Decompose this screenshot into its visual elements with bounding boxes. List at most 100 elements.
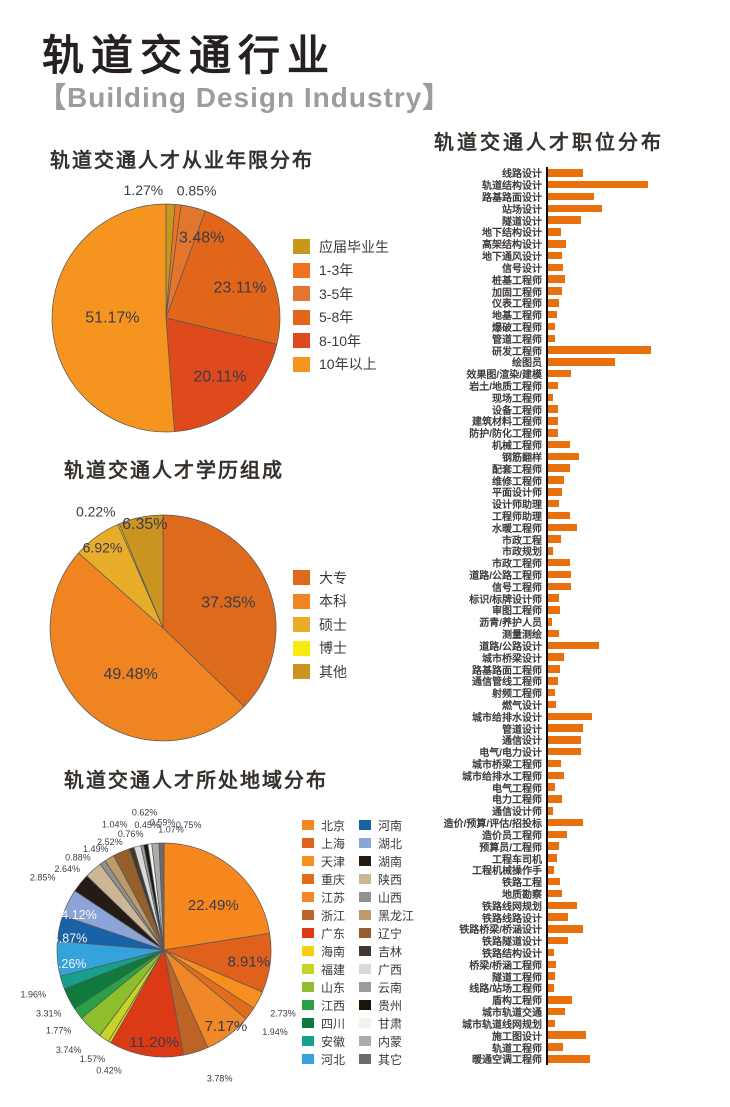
bar-track	[546, 911, 720, 923]
legend-label: 大专	[319, 569, 347, 586]
bar-track	[546, 627, 720, 640]
legend-item-重庆: 重庆	[302, 870, 345, 888]
bar-track	[546, 214, 720, 227]
bar-label: 防护/防化工程师	[469, 429, 542, 441]
pie-label-山西: 0.88%	[65, 853, 91, 863]
legend-item-5-8年: 5-8年	[293, 306, 389, 330]
bar-row: 电气工程师	[430, 781, 720, 795]
bar-track	[546, 698, 720, 711]
bar	[548, 334, 555, 343]
bar-row: 维修工程师	[430, 474, 720, 488]
legend-swatch	[302, 910, 314, 920]
bar-row: 测量测绘	[430, 627, 720, 642]
legend-item-博士: 博士	[293, 637, 347, 661]
pie-label-本科: 49.48%	[103, 666, 157, 683]
bar-track	[546, 663, 720, 675]
bar-row: 站场设计	[430, 202, 720, 216]
bar-label: 标识/标牌设计师	[469, 594, 542, 606]
bar-label: 加固工程师	[492, 287, 542, 299]
legend-item-辽宁: 辽宁	[359, 924, 414, 942]
legend-item-本科: 本科	[293, 590, 347, 614]
legend-swatch	[359, 856, 372, 866]
bar	[548, 996, 572, 1004]
bar-label: 隧道工程师	[492, 972, 542, 984]
bar-label: 工程车司机	[492, 854, 542, 866]
bar	[548, 747, 581, 756]
bar-label: 高架结构设计	[482, 240, 542, 252]
bar-label: 施工图设计	[492, 1031, 542, 1043]
pie-label-吉林: 0.76%	[118, 829, 144, 839]
bar	[548, 476, 564, 484]
bar-row: 信号设计	[430, 261, 720, 275]
pie-slice-广东	[110, 948, 185, 1058]
bar	[548, 240, 566, 248]
bar-label: 测量测绘	[502, 630, 542, 642]
legend-swatch	[302, 946, 314, 956]
legend-label: 山西	[378, 890, 403, 905]
bar-row: 城市轨道交通	[430, 1005, 720, 1019]
legend-swatch	[359, 892, 372, 902]
bar-label: 地质勘察	[502, 889, 542, 901]
bar-label: 暖通空调工程师	[472, 1055, 542, 1067]
bar-label: 市政工程师	[492, 559, 542, 571]
bar-label: 预算员/工程师	[479, 842, 542, 854]
bar	[548, 960, 556, 969]
bar	[548, 925, 583, 933]
legend-label: 上海	[321, 836, 346, 851]
bar-row: 信号工程师	[430, 580, 720, 594]
bar	[548, 393, 553, 402]
legend-item-四川: 四川	[302, 1014, 345, 1032]
legend-swatch	[359, 982, 372, 992]
legend-item-10年以上: 10年以上	[293, 353, 389, 377]
bar-row: 设备工程师	[430, 403, 720, 417]
bar-track	[546, 639, 720, 652]
bar-label: 信号工程师	[492, 582, 542, 594]
legend-item-福建: 福建	[302, 960, 345, 978]
region-legend: 北京 上海 天津 重庆 江苏 浙江 广东 海南 福建 山东 江西 四川 安徽 河北 河南 湖北 湖南 陕西 山西 黑龙…	[302, 816, 414, 1068]
legend-swatch	[293, 356, 310, 372]
education-chart-title: 轨道交通人才学历组成	[64, 460, 284, 482]
bar-row: 铁路工程	[430, 875, 720, 889]
bar-label: 市政工程	[502, 535, 542, 547]
bar-row: 铁路结构设计	[430, 946, 720, 960]
bar-track	[546, 485, 720, 498]
bar-track	[546, 734, 720, 746]
bar-row: 工程师助理	[430, 509, 720, 523]
legend-label: 湖南	[378, 854, 403, 869]
bar-track	[546, 828, 720, 841]
legend-swatch	[302, 1054, 314, 1064]
pie-slice-8-10年	[165, 317, 278, 433]
bar	[548, 818, 583, 827]
bar	[548, 759, 561, 768]
bar-row: 爆破工程师	[430, 320, 720, 334]
pie-label-8-10年: 20.11%	[193, 368, 246, 385]
bar-track	[546, 804, 720, 817]
pie-slice-北京	[163, 842, 271, 951]
bar	[548, 523, 577, 532]
legend-label: 河南	[378, 818, 403, 833]
legend-label: 陕西	[378, 872, 403, 887]
bar-label: 线路/站场工程师	[469, 984, 542, 996]
bar-track	[546, 462, 720, 475]
bar-label: 燃气设计	[502, 700, 542, 712]
bar-label: 地基工程师	[492, 311, 542, 323]
pie-label-陕西: 2.64%	[55, 864, 81, 874]
bar	[548, 688, 555, 697]
bar-track	[546, 651, 720, 664]
legend-label: 四川	[321, 1016, 346, 1031]
legend-item-大专: 大专	[293, 566, 347, 590]
bar-row: 工程车司机	[430, 852, 720, 866]
pie-slice-其他	[118, 514, 164, 629]
bar	[548, 358, 615, 366]
bar-row: 轨道结构设计	[430, 178, 720, 192]
bar	[548, 310, 557, 319]
legend-item-天津: 天津	[302, 852, 345, 870]
bar-track	[546, 722, 720, 734]
bar-track	[546, 1052, 720, 1065]
bar-row: 研发工程师	[430, 344, 720, 358]
bar-row: 平面设计师	[430, 485, 720, 499]
bar	[548, 488, 562, 496]
bar	[548, 1019, 555, 1028]
bar-track	[546, 356, 720, 368]
bar-label: 城市给排水设计	[472, 712, 542, 724]
